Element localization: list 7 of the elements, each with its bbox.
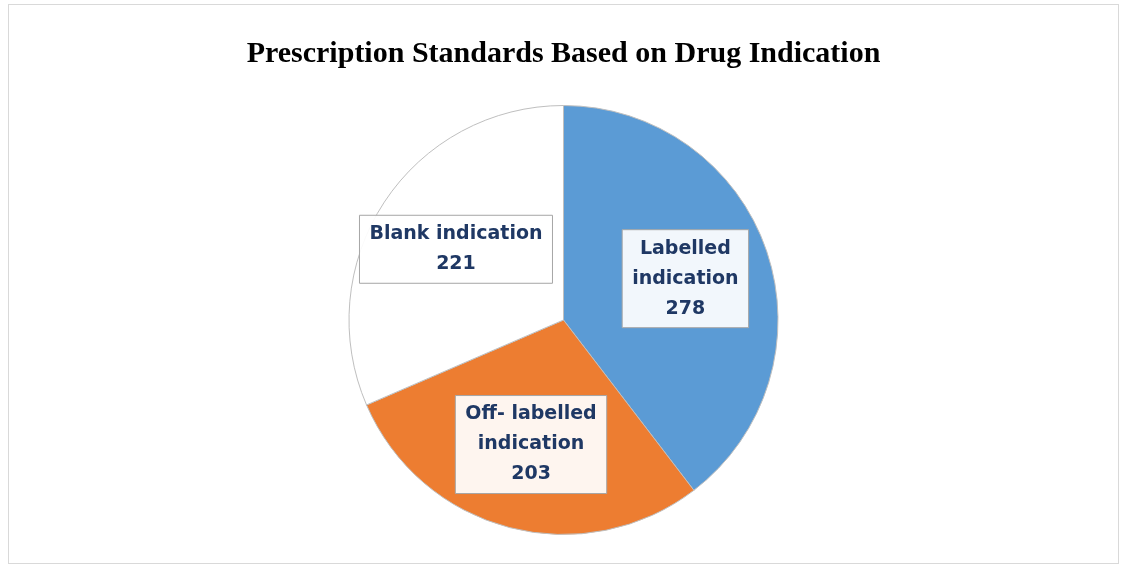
slice-label: Off- labelled indication — [465, 401, 597, 454]
chart-title: Prescription Standards Based on Drug Indication — [245, 35, 882, 69]
slice-label: Blank indication — [369, 221, 543, 244]
data-label: 221 — [436, 251, 476, 274]
data-label: 278 — [665, 295, 706, 318]
data-label: 203 — [511, 461, 551, 484]
slice-label: Labelled indication — [632, 235, 739, 288]
